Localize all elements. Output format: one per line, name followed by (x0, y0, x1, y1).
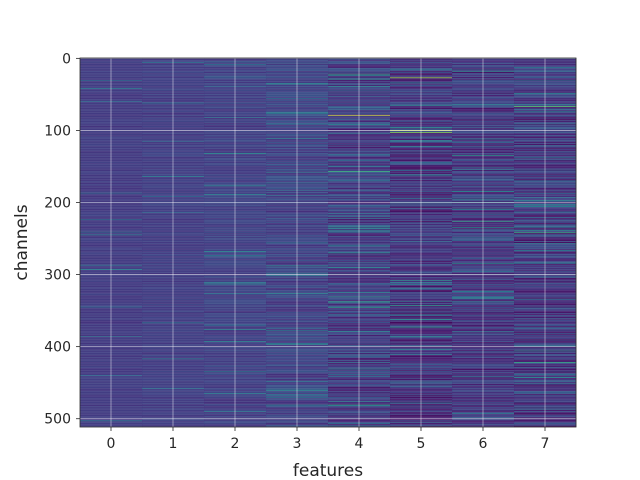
y-tick-label: 400 (44, 340, 71, 356)
x-tick-label: 0 (107, 436, 116, 452)
plot-frame (79, 57, 577, 428)
x-tick-label: 7 (541, 436, 550, 452)
y-tick-label: 300 (44, 268, 71, 284)
x-tick-label: 1 (169, 436, 178, 452)
x-axis-ticks: 0 1 2 3 4 5 6 7 (107, 427, 550, 452)
x-tick-label: 2 (231, 436, 240, 452)
heatmap-cells (80, 58, 577, 428)
y-tick-label: 200 (44, 196, 71, 212)
x-tick-label: 5 (417, 436, 426, 452)
y-tick-label: 100 (44, 123, 71, 139)
y-axis-label: channels (12, 204, 32, 280)
grid-lines (80, 57, 576, 427)
x-tick-label: 3 (293, 436, 302, 452)
x-tick-label: 6 (479, 436, 488, 452)
x-axis-label: features (293, 461, 363, 480)
y-axis-ticks: 0 100 200 300 400 500 (44, 51, 80, 428)
y-tick-label: 0 (62, 51, 71, 67)
x-tick-label: 4 (355, 436, 364, 452)
y-tick-label: 500 (44, 412, 71, 428)
